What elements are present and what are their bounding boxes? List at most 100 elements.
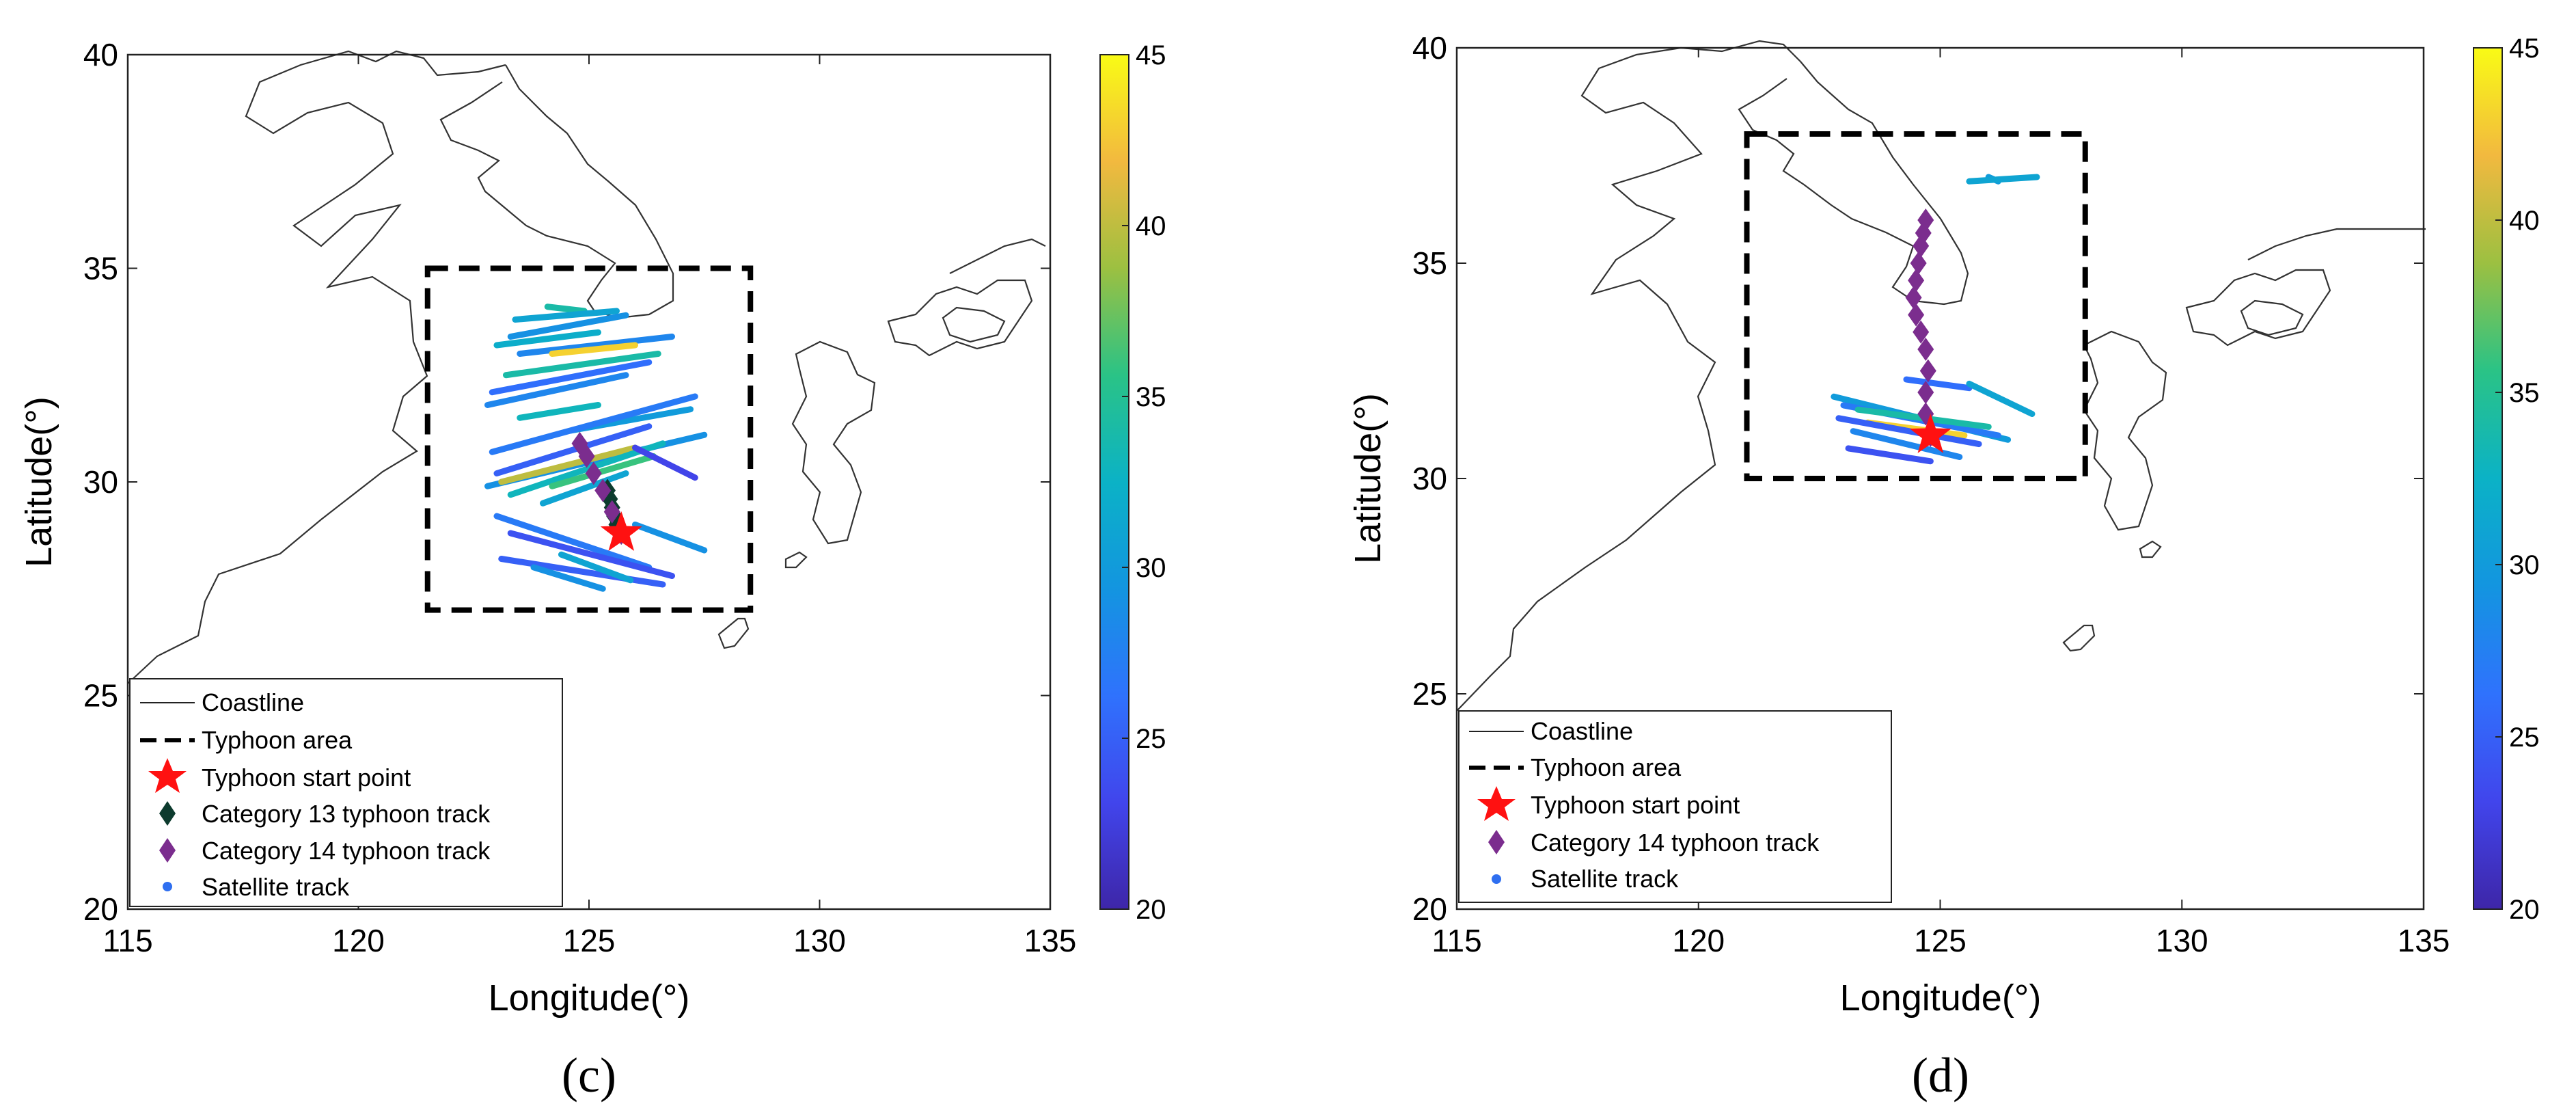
panel-c-colorbar: 20 25 30 35 40 45 — [1099, 40, 1166, 925]
legend-cat13-diamond — [159, 801, 176, 826]
typhoon-track-1-point-5 — [571, 431, 588, 455]
satellite-track-12 — [493, 423, 653, 476]
colorbar-tick-label: 20 — [1136, 895, 1166, 925]
x-tick-label: 115 — [1431, 923, 1481, 958]
satellite-track-6 — [503, 351, 661, 379]
typhoon-track-0-point-3 — [1919, 359, 1936, 383]
legend-cat14-diamond — [159, 838, 176, 863]
satellite-track-1 — [1966, 174, 2040, 185]
colorbar-tick-label: 45 — [2509, 33, 2540, 64]
y-tick-label: 20 — [83, 891, 118, 927]
panel-c-data-layer — [424, 265, 754, 613]
x-tick-label: 115 — [102, 923, 152, 958]
satellite-track-4 — [517, 334, 675, 357]
satellite-track-5 — [549, 342, 638, 357]
satellite-track-3 — [493, 329, 601, 349]
panel-c-legend-box — [129, 678, 563, 907]
satellite-track-24 — [530, 564, 606, 592]
y-tick-label: 25 — [1412, 676, 1447, 712]
legend-d-satellite-label: Satellite track — [1531, 865, 1679, 893]
typhoon-track-0-point-6 — [1908, 303, 1925, 327]
legend-d-satellite-dot — [1492, 874, 1501, 884]
legend-d-coastline-label: Coastline — [1531, 717, 1633, 745]
satellite-track-23 — [558, 551, 634, 584]
panel-c-axes: 115 120 125 130 135 20 25 30 35 40 — [83, 37, 1077, 958]
typhoon-track-0-point-4 — [1917, 338, 1934, 361]
colorbar-tick-label: 30 — [2509, 550, 2540, 580]
x-tick-label: 130 — [793, 923, 846, 958]
panel-c-caption: (c) — [562, 1048, 616, 1103]
y-tick-label: 40 — [83, 37, 118, 72]
typhoon-track-0-point-9 — [1910, 252, 1927, 275]
satellite-track-1 — [512, 308, 620, 323]
colorbar-tick-label: 35 — [2509, 378, 2540, 408]
typhoon-area-box — [424, 265, 754, 613]
satellite-track-14 — [498, 444, 638, 485]
satellite-track-20 — [632, 522, 708, 554]
y-tick-label: 25 — [83, 678, 118, 714]
legend-start-point-label: Typhoon start point — [202, 764, 411, 792]
legend-d-start-point-star — [1477, 786, 1516, 821]
colorbar-tick-label: 40 — [1136, 211, 1166, 241]
typhoon-track-1-point-3 — [585, 461, 602, 485]
colorbar-tick-label: 20 — [2509, 895, 2540, 925]
typhoon-track-1-point-2 — [594, 478, 612, 502]
legend-satellite-label: Satellite track — [202, 873, 350, 901]
typhoon-track-0-point-8 — [1908, 269, 1925, 293]
x-tick-label: 120 — [332, 923, 385, 958]
map-c-coastline — [127, 50, 1046, 684]
colorbar-tick-label: 25 — [2509, 723, 2540, 753]
x-tick-label: 130 — [2156, 923, 2208, 958]
legend-cat13-label: Category 13 typhoon track — [202, 800, 491, 828]
satellite-track-21 — [507, 530, 675, 579]
typhoon-start-point — [600, 511, 642, 551]
satellite-track-18 — [540, 470, 629, 507]
satellite-track-8 — [484, 372, 629, 408]
colorbar-tick-label: 35 — [1136, 382, 1166, 412]
legend-d-cat14-diamond — [1488, 830, 1505, 854]
satellite-track-2 — [507, 312, 629, 340]
typhoon-track-0-point-5 — [1913, 320, 1930, 344]
satellite-track-11 — [489, 393, 698, 455]
panel-c: 115 120 125 130 135 20 25 30 35 40 20 25 30 35 40 45 C… — [18, 37, 1166, 1103]
legend-coastline-label: Coastline — [202, 688, 304, 716]
y-tick-label: 35 — [1412, 245, 1447, 281]
y-tick-label: 40 — [1412, 30, 1447, 66]
panel-d-legend: Coastline Typhoon area Typhoon start poi… — [1458, 710, 1892, 903]
satellite-track-16 — [549, 453, 657, 489]
typhoon-area-box — [1744, 131, 2088, 481]
panel-c-colorbar-gradient — [1099, 54, 1129, 910]
satellite-track-22 — [498, 556, 666, 588]
panel-d: 115 120 125 130 135 20 25 30 35 40 20 25 30 35 40 45 C… — [1347, 30, 2540, 1103]
satellite-track-3 — [1966, 380, 2036, 417]
x-tick-label: 125 — [1914, 923, 1967, 958]
panel-c-xlabel: Longitude(°) — [489, 978, 690, 1019]
map-d-coastline — [1456, 40, 2426, 712]
typhoon-track-0-point-2 — [1917, 381, 1934, 404]
y-tick-label: 30 — [83, 464, 118, 500]
legend-cat14-label: Category 14 typhoon track — [202, 837, 491, 865]
legend-d-typhoon-area-label: Typhoon area — [1531, 753, 1682, 781]
y-tick-label: 20 — [1412, 891, 1447, 927]
panel-c-legend: Coastline Typhoon area Typhoon start poi… — [129, 678, 563, 907]
panel-d-colorbar: 20 25 30 35 40 45 — [2473, 33, 2540, 925]
satellite-track-7 — [489, 359, 653, 396]
x-tick-label: 135 — [2398, 923, 2450, 958]
satellite-track-2 — [1903, 376, 1973, 392]
typhoon-track-1-point-1 — [603, 500, 620, 524]
x-tick-label: 125 — [563, 923, 616, 958]
typhoon-track-0-point-7 — [1905, 286, 1922, 310]
satellite-track-0 — [544, 304, 588, 314]
panel-d-xlabel: Longitude(°) — [1840, 978, 2042, 1019]
typhoon-track-0-point-12 — [1917, 208, 1934, 232]
satellite-track-10 — [1845, 445, 1934, 465]
panel-d-axes: 115 120 125 130 135 20 25 30 35 40 — [1412, 30, 2450, 958]
x-tick-label: 135 — [1024, 923, 1077, 958]
colorbar-tick-label: 40 — [2509, 206, 2540, 236]
legend-d-cat14-label: Category 14 typhoon track — [1531, 828, 1820, 857]
panel-c-ylabel: Latitude(°) — [18, 396, 59, 567]
satellite-track-8 — [1835, 415, 1982, 448]
legend-d-start-point-label: Typhoon start point — [1531, 791, 1740, 819]
legend-start-point-star — [148, 758, 187, 793]
